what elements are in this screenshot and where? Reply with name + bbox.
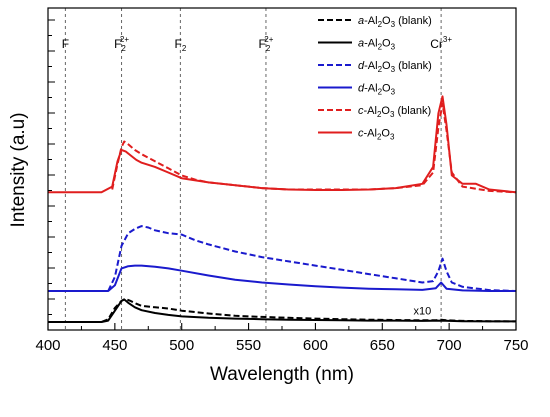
- reference-line-label: F2: [174, 37, 186, 53]
- reference-line-labels: F F22+ F2 F22+ Cr3+: [62, 35, 453, 53]
- reference-line-label: F: [62, 37, 69, 51]
- plot-frame: [47, 7, 517, 331]
- series-line: [107, 225, 516, 292]
- legend-entry: c-Al2O3 (blank): [358, 105, 431, 119]
- legend-entry: d-Al2O3: [358, 83, 396, 97]
- series-line: [48, 264, 516, 292]
- y-axis-title: Intensity (a.u): [8, 112, 29, 227]
- x-tick-label: 500: [169, 337, 194, 354]
- x-axis-title: Wavelength (nm): [210, 364, 354, 385]
- legend-entry: d-Al2O3 (blank): [358, 60, 432, 74]
- reference-line-label: F22+: [258, 35, 273, 53]
- y-axis-ticks: [48, 19, 55, 331]
- series-line: [48, 95, 516, 194]
- series-line: [48, 298, 516, 323]
- legend-entry: a-Al2O3 (blank): [358, 15, 432, 29]
- reference-line-label: Cr3+: [430, 35, 452, 51]
- x-tick-label: 550: [236, 337, 261, 354]
- reference-line-label: F22+: [114, 35, 129, 53]
- series-group: [48, 95, 516, 323]
- legend-entry: c-Al2O3: [358, 128, 395, 142]
- x-tick-label: 600: [303, 337, 328, 354]
- annotations: x10: [414, 305, 432, 317]
- x-tick-label: 750: [503, 337, 528, 354]
- x-tick-label: 650: [370, 337, 395, 354]
- series-line: [48, 297, 516, 323]
- x-tick-label: 400: [35, 337, 60, 354]
- x-tick-label: 700: [437, 337, 462, 354]
- annotation-label: x10: [414, 305, 432, 317]
- x-axis-ticks: 400 450 500 550 600 650 700 750: [35, 323, 529, 354]
- legend: a-Al2O3 (blank) a-Al2O3 d-Al2O3 (blank) d-A…: [318, 15, 432, 142]
- legend-entry: a-Al2O3: [358, 38, 396, 52]
- x-tick-label: 450: [102, 337, 127, 354]
